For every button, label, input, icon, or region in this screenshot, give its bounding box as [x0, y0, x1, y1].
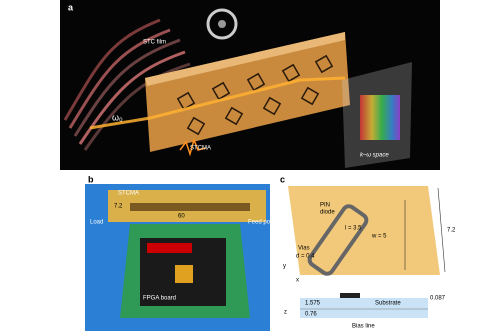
film-label: STC film: [143, 40, 166, 46]
unit-board: [288, 186, 440, 275]
metasurface-label: STCMA: [190, 146, 211, 152]
diameter-label: d = 0.4: [296, 254, 315, 260]
film-reel: [206, 8, 238, 40]
unit-cells: [176, 54, 334, 136]
beam: [89, 76, 346, 130]
panel-label: c: [280, 174, 285, 184]
panel-label: b: [88, 174, 94, 184]
wave: [179, 137, 207, 157]
stcma-label: STCMA: [118, 191, 139, 197]
thickness-label: 1.575: [305, 301, 321, 307]
spectrum: [360, 95, 400, 140]
bias-label: Bias line: [352, 324, 375, 330]
film-reel-hub: [218, 20, 226, 28]
vias-label: Vias: [298, 246, 310, 252]
axis-label: z: [284, 310, 287, 316]
width-label: w = 5: [371, 234, 387, 240]
height-label: 7.2: [114, 204, 123, 210]
panel-label: a: [68, 2, 74, 12]
load-label: Load: [90, 220, 103, 226]
frequency-label: ω₀: [112, 112, 123, 122]
substrate-label: Substrate: [375, 301, 401, 307]
diode-label: diode: [320, 210, 335, 216]
space-label: k–ω space: [360, 153, 389, 159]
board-edge: [145, 32, 345, 86]
axis-label: x: [296, 278, 299, 284]
length-label: 60: [178, 214, 185, 220]
thickness-label: 0.76: [305, 312, 317, 318]
thickness-label: 0.087: [430, 296, 446, 302]
chip: [175, 265, 193, 283]
dimension-line: [437, 187, 446, 273]
side-label: 7.2: [447, 228, 456, 234]
fpga-label: FPGA board: [143, 296, 176, 302]
feed-label: Feed port: [248, 220, 274, 226]
substrate-layer: [300, 298, 428, 318]
display: [147, 243, 192, 253]
strip-cells: [130, 203, 250, 211]
diode-block: [340, 293, 360, 298]
axis-label: y: [283, 264, 286, 270]
diode-label: PIN: [320, 203, 330, 209]
length-label: l = 3.5: [345, 226, 362, 232]
patch: [307, 204, 369, 276]
